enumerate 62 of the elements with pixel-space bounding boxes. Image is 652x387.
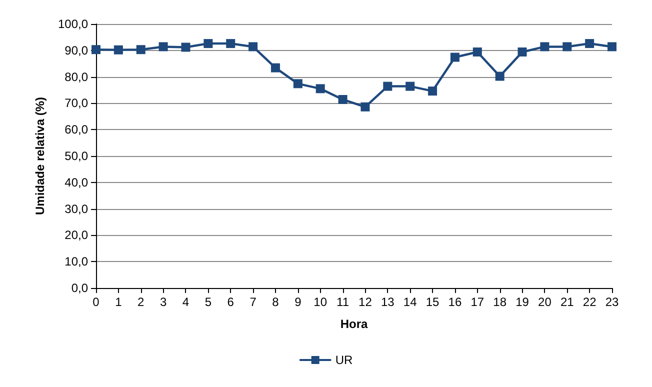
x-tick-label: 21 bbox=[560, 295, 574, 309]
x-tick-label: 6 bbox=[227, 295, 234, 309]
y-tick-label: 100,0 bbox=[58, 17, 88, 31]
x-axis-title: Hora bbox=[340, 317, 368, 331]
y-tick-label: 50,0 bbox=[64, 149, 88, 163]
y-tick-label: 60,0 bbox=[64, 122, 88, 137]
x-tick-label: 13 bbox=[380, 295, 395, 309]
x-tick-label: 14 bbox=[403, 295, 418, 309]
y-tick-label: 80,0 bbox=[64, 70, 88, 84]
x-tick-label: 15 bbox=[426, 295, 440, 309]
x-tick-label: 3 bbox=[160, 295, 167, 309]
point bbox=[383, 82, 392, 91]
point bbox=[406, 82, 415, 91]
legend-label: UR bbox=[335, 353, 353, 367]
x-tick-label: 19 bbox=[516, 295, 530, 309]
point bbox=[181, 42, 190, 52]
y-tick-label: 10,0 bbox=[64, 254, 88, 269]
point bbox=[338, 95, 348, 104]
x-tick-label: 1 bbox=[115, 295, 122, 309]
y-tick-label: 20,0 bbox=[64, 228, 88, 242]
x-tick-label: 18 bbox=[493, 295, 507, 309]
x-tick-label: 0 bbox=[92, 295, 100, 309]
point bbox=[450, 52, 460, 62]
point bbox=[92, 45, 100, 54]
x-tick-label: 2 bbox=[138, 295, 145, 309]
x-tick-label: 23 bbox=[605, 295, 619, 309]
x-tick-label: 7 bbox=[250, 295, 257, 309]
point bbox=[114, 45, 123, 54]
x-tick-label: 11 bbox=[336, 295, 350, 309]
x-tick-label: 20 bbox=[538, 295, 552, 309]
x-tick-label: 22 bbox=[582, 295, 597, 309]
x-tick-label: 16 bbox=[448, 295, 462, 309]
x-tick-label: 17 bbox=[470, 295, 484, 309]
y-tick-label: 30,0 bbox=[64, 202, 88, 216]
x-tick-label: 8 bbox=[272, 295, 280, 309]
point bbox=[136, 45, 146, 54]
y-tick-label: 0,0 bbox=[71, 281, 88, 295]
point bbox=[248, 42, 258, 52]
point bbox=[158, 42, 168, 52]
y-tick-label: 70,0 bbox=[64, 96, 88, 110]
point bbox=[360, 102, 370, 112]
x-tick-label: 4 bbox=[182, 295, 190, 309]
point bbox=[472, 47, 482, 56]
x-tick-label: 12 bbox=[358, 295, 372, 309]
point bbox=[608, 42, 616, 52]
y-tick-label: 90,0 bbox=[64, 43, 88, 58]
point bbox=[540, 42, 550, 52]
point bbox=[293, 79, 302, 88]
y-tick-label: 40,0 bbox=[64, 175, 88, 190]
x-tick-label: 10 bbox=[314, 295, 328, 309]
point bbox=[270, 63, 280, 72]
point bbox=[316, 84, 325, 94]
point bbox=[226, 39, 236, 48]
x-tick-label: 5 bbox=[204, 295, 212, 309]
point bbox=[204, 39, 213, 48]
point bbox=[585, 39, 594, 48]
point bbox=[562, 42, 572, 52]
point bbox=[428, 86, 438, 96]
x-tick-label: 9 bbox=[294, 295, 302, 309]
y-axis-title: Umidade relativa (%) bbox=[33, 96, 47, 216]
point bbox=[495, 72, 504, 81]
point bbox=[518, 47, 527, 56]
